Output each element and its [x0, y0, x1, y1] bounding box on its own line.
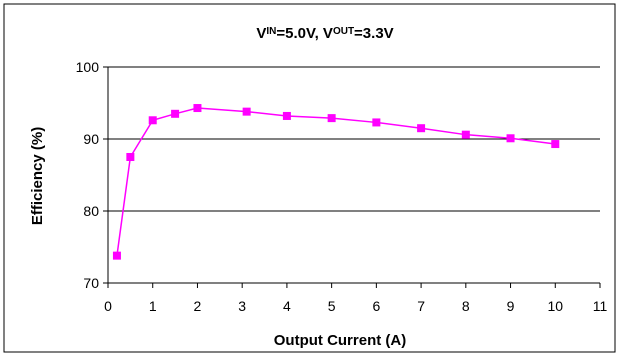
title-end: =3.3V — [354, 25, 394, 42]
x-tick-label-6: 6 — [372, 298, 380, 314]
data-point-0-1 — [126, 153, 135, 161]
data-point-0-7 — [327, 114, 336, 123]
data-point-0-12 — [551, 140, 560, 149]
tick-labels: 70 80 90 100 0 1 2 3 4 5 6 7 8 9 10 11 — [76, 59, 608, 314]
x-tick-label-5: 5 — [328, 298, 336, 314]
data-point-0-0 — [112, 251, 121, 260]
y-axis-title: Efficiency (%) — [29, 127, 46, 225]
x-tick-label-11: 11 — [593, 298, 608, 314]
data-point-0-10 — [461, 130, 470, 139]
series-layer — [112, 104, 560, 260]
y-tick-label-100: 100 — [76, 59, 100, 75]
chart-frame — [3, 3, 616, 353]
x-tick-label-7: 7 — [417, 298, 425, 314]
data-point-0-8 — [372, 118, 381, 127]
title-v1: V — [256, 25, 266, 42]
x-tick-label-8: 8 — [462, 298, 470, 314]
x-tick-label-4: 4 — [283, 298, 291, 314]
y-tick-label-80: 80 — [83, 203, 99, 219]
x-tick-label-2: 2 — [194, 298, 202, 314]
data-point-0-9 — [417, 124, 426, 133]
x-tick-label-10: 10 — [547, 298, 563, 314]
data-point-0-11 — [506, 134, 515, 143]
title-mid: =5.0V, V — [276, 25, 333, 42]
data-point-0-6 — [282, 111, 291, 120]
x-tick-label-9: 9 — [507, 298, 515, 314]
x-tick-label-3: 3 — [238, 298, 246, 314]
data-point-0-3 — [171, 109, 180, 118]
y-tick-label-70: 70 — [83, 275, 99, 291]
data-point-0-5 — [242, 107, 251, 116]
x-tick-label-1: 1 — [149, 298, 157, 314]
x-tick-label-0: 0 — [104, 298, 112, 314]
axes — [103, 66, 601, 288]
data-point-0-4 — [193, 104, 202, 113]
data-point-0-2 — [148, 116, 157, 125]
y-tick-label-90: 90 — [83, 131, 99, 147]
title-sub2: OUT — [333, 26, 354, 37]
title-sub1: IN — [266, 26, 276, 37]
x-axis-title: Output Current (A) — [274, 332, 406, 349]
chart-title: VIN=5.0V, VOUT=3.3V — [256, 25, 393, 42]
